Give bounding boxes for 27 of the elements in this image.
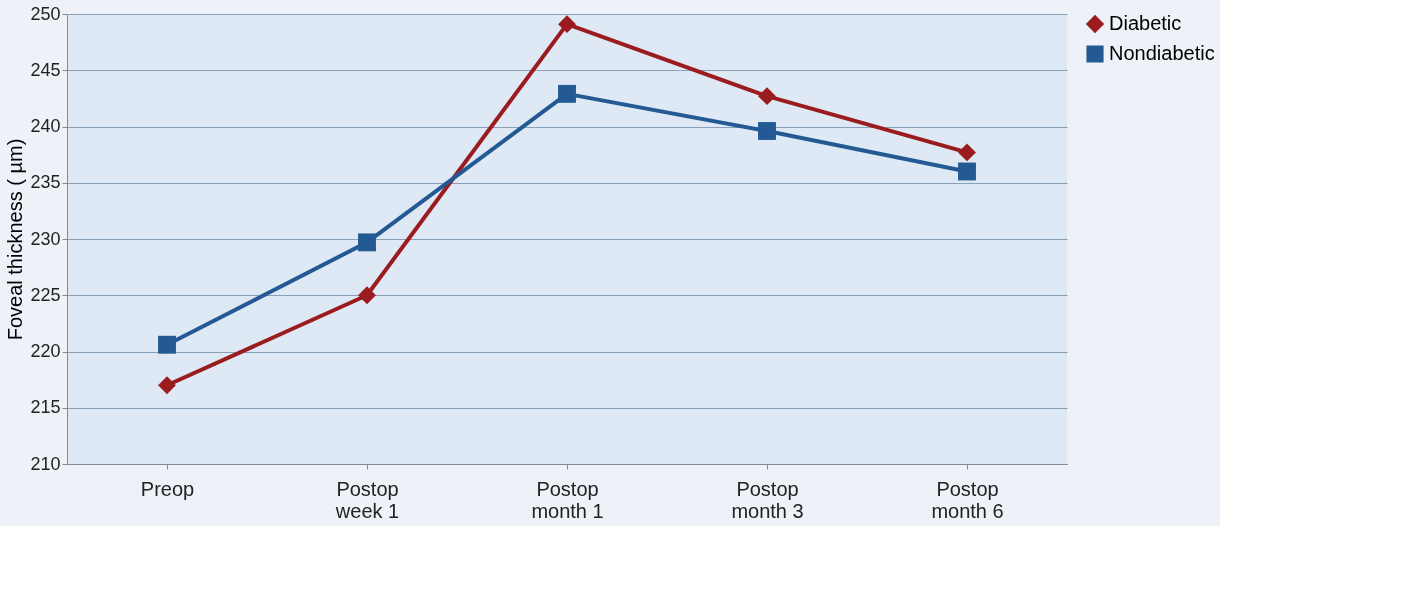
point xyxy=(958,162,976,181)
y-tick-label: 250 xyxy=(30,3,61,24)
y-tick-label: 220 xyxy=(30,341,61,361)
point xyxy=(758,122,776,140)
y-axis-title: Foveal thickness ( µm) xyxy=(4,138,27,341)
point xyxy=(358,286,376,305)
x-tick-label: Preop xyxy=(140,477,195,500)
x-tick-label: Postop week 1 xyxy=(334,477,400,522)
y-tick-label: 230 xyxy=(30,228,61,249)
x-tick-label: Postop month 3 xyxy=(731,477,804,522)
y-tick-label: 235 xyxy=(30,172,61,193)
legend-label: Diabetic xyxy=(1109,12,1182,34)
point xyxy=(758,87,776,106)
x-tick-label: Postop month 6 xyxy=(931,477,1004,522)
point xyxy=(558,15,576,34)
point xyxy=(158,335,176,354)
y-tick-label: 245 xyxy=(30,59,61,80)
x-tick-label: Postop month 1 xyxy=(531,477,604,522)
point xyxy=(158,376,176,395)
point xyxy=(358,233,376,252)
point xyxy=(558,84,576,103)
y-tick-label: 225 xyxy=(30,284,61,305)
legend-label: Nondiabetic xyxy=(1109,42,1215,64)
point xyxy=(958,143,976,162)
y-tick-label: 240 xyxy=(30,116,61,136)
y-tick-label: 215 xyxy=(30,397,61,418)
y-tick-label: 210 xyxy=(30,453,61,474)
